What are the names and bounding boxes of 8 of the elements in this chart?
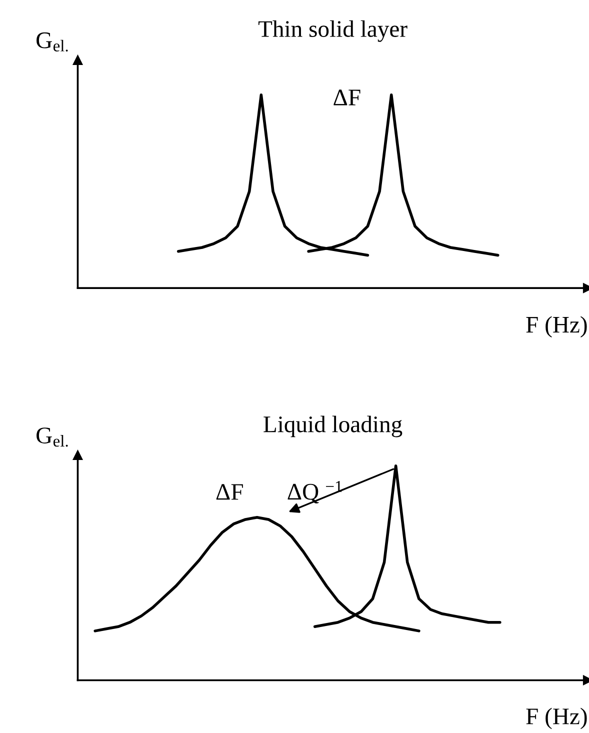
chart-title: Liquid loading [264, 416, 402, 438]
annotation: ΔF [334, 90, 360, 106]
y-axis-title: G$_{el.}$ [36, 32, 68, 52]
x-axis-title: F (Hz) [526, 316, 587, 338]
y-axis-title: G$_{el.}$ [36, 428, 68, 447]
x-axis-title: F (Hz) [526, 708, 587, 730]
annotation: ΔF [216, 484, 243, 500]
chart-title: Thin solid layer [258, 20, 408, 42]
